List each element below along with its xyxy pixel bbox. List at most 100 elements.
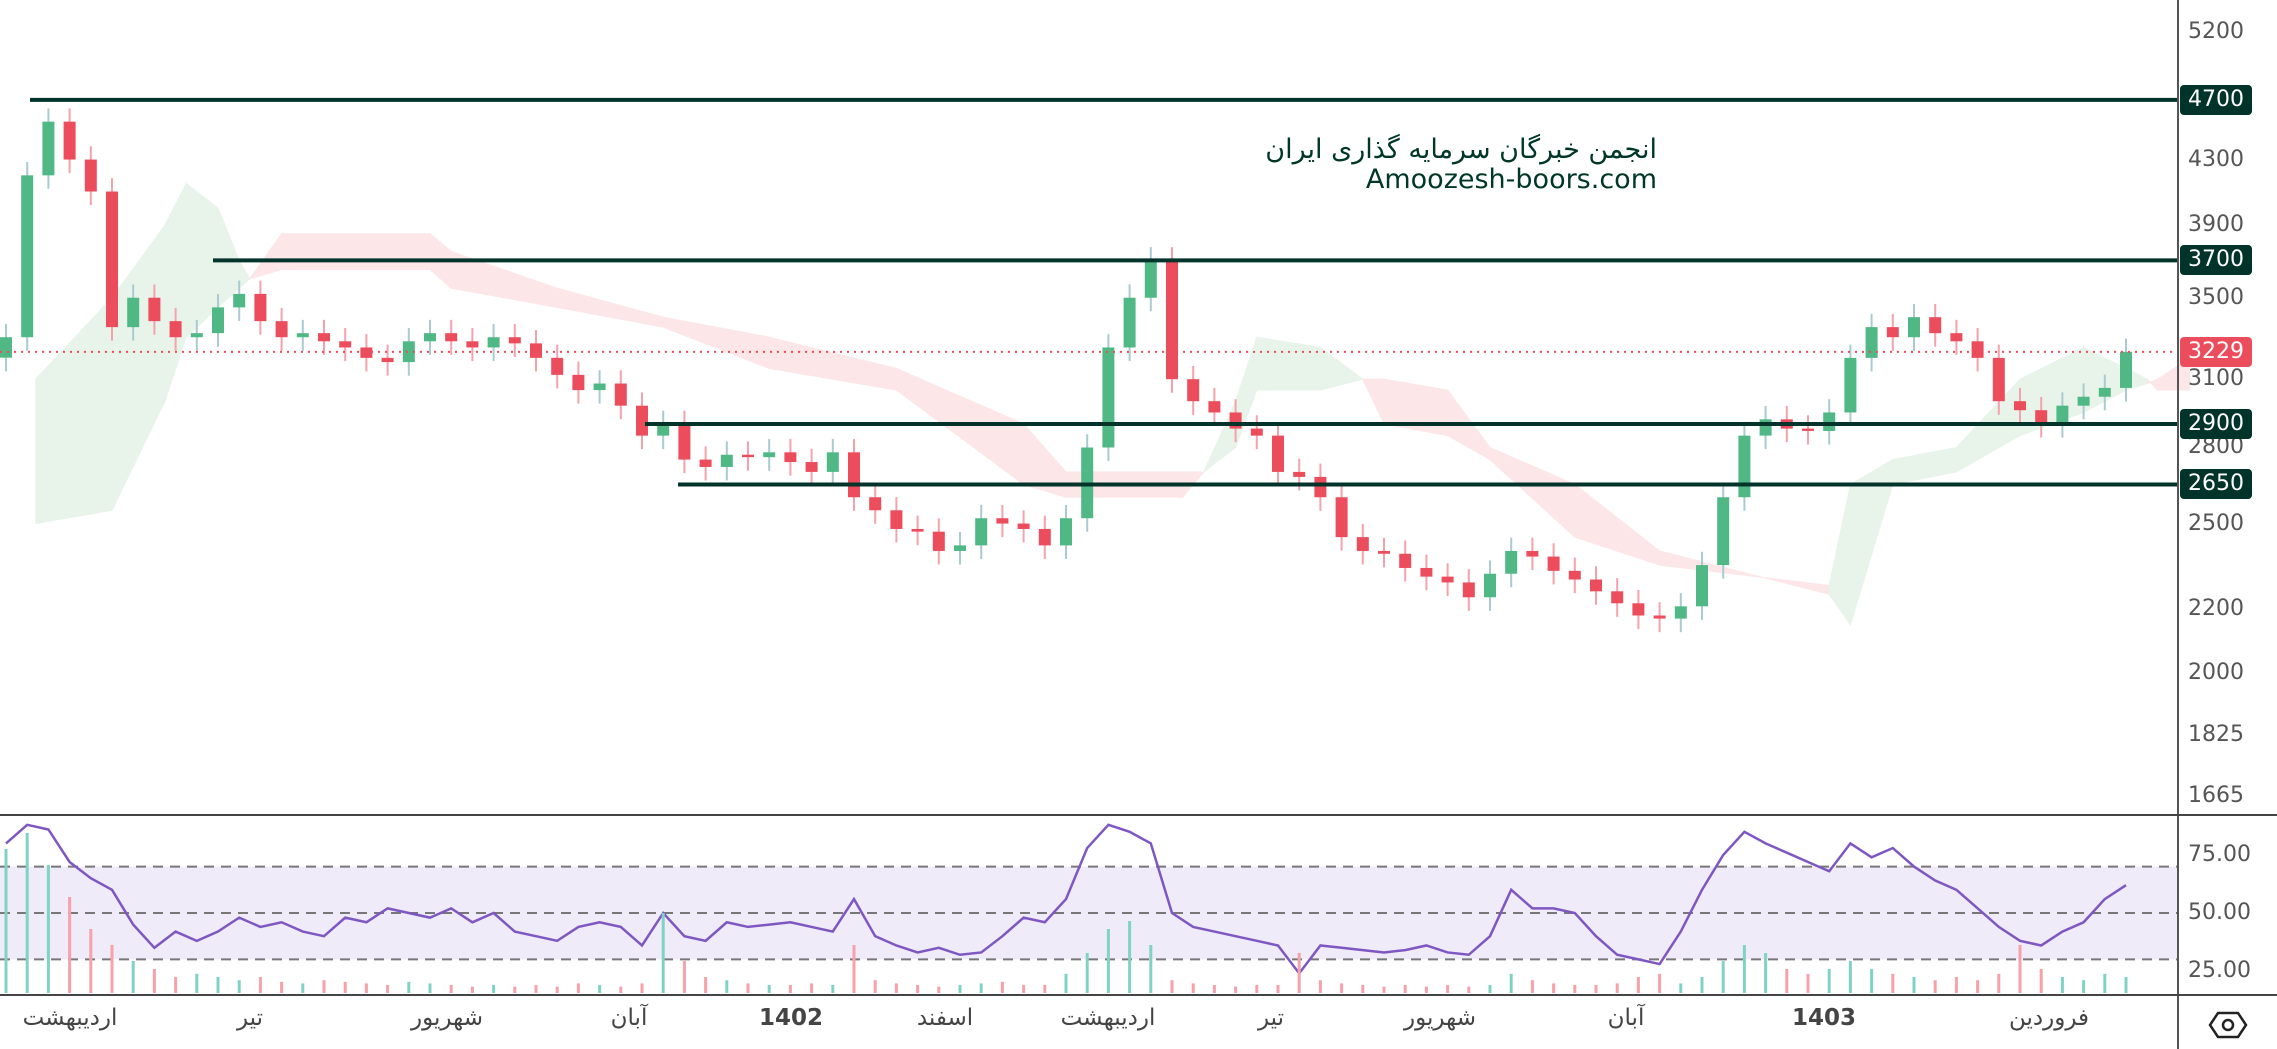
settings-icon[interactable]: [2208, 1008, 2248, 1042]
volume-bar: [1679, 983, 1683, 993]
candle: [466, 341, 479, 348]
cloud-segment: [1828, 484, 1851, 627]
cloud-segment: [248, 232, 283, 280]
candle: [127, 297, 140, 328]
volume-bar: [258, 977, 262, 993]
candle: [720, 454, 733, 467]
volume-bars: [4, 833, 2128, 993]
volume-bar: [152, 969, 156, 993]
volume-bar: [1424, 986, 1428, 993]
rsi-tick: 50.00: [2188, 900, 2251, 925]
candle: [2098, 387, 2111, 397]
candle: [1865, 327, 1878, 358]
volume-bar: [1128, 921, 1132, 993]
candle: [763, 452, 776, 458]
rsi-tick: 75.00: [2188, 842, 2251, 867]
volume-bar: [428, 983, 432, 993]
price-tick: 2500: [2188, 510, 2244, 536]
candle: [742, 454, 754, 458]
volume-bar: [640, 983, 644, 993]
volume-bar: [89, 929, 93, 993]
volume-bar: [1785, 969, 1789, 993]
price-tick: 2200: [2188, 596, 2244, 622]
candle: [657, 423, 670, 436]
candle: [593, 383, 606, 391]
volume-bar: [1085, 953, 1089, 993]
volume-bar: [1318, 980, 1322, 993]
candle: [381, 357, 394, 363]
volume-bar: [1742, 945, 1746, 993]
candle: [63, 121, 76, 160]
volume-bar: [195, 973, 199, 993]
volume-bar: [1488, 985, 1492, 993]
candle: [1992, 357, 2005, 402]
volume-bar: [174, 977, 178, 993]
candle: [2056, 405, 2069, 424]
price-tick: 3500: [2188, 284, 2244, 310]
volume-bar: [301, 983, 305, 993]
volume-bar: [788, 985, 792, 993]
candle: [1950, 333, 1963, 342]
volume-bar: [534, 985, 538, 993]
candle: [487, 337, 500, 348]
candle: [1123, 297, 1136, 348]
time-tick: اردیبهشت: [1060, 1005, 1156, 1031]
cloud-segment: [2146, 377, 2159, 392]
candle: [1441, 576, 1454, 583]
candle: [848, 452, 860, 498]
volume-bar: [1997, 973, 2001, 993]
volume-bar: [343, 981, 347, 993]
volume-bar: [1064, 973, 1068, 993]
price-tick: 3900: [2188, 212, 2244, 238]
candle: [1674, 606, 1687, 619]
time-tick: شهریور: [411, 1005, 483, 1031]
candle: [1844, 357, 1857, 413]
volume-bar: [576, 983, 580, 993]
volume-bar: [216, 977, 220, 993]
candle: [1886, 327, 1899, 338]
candle: [508, 337, 521, 344]
level-badge-2900: 2900: [2180, 408, 2252, 439]
volume-bar: [1573, 985, 1577, 993]
candle: [1038, 528, 1051, 546]
candle: [1462, 582, 1475, 598]
volume-bar: [4, 849, 8, 993]
cloud-segment: [35, 296, 113, 525]
cloud-segment: [556, 287, 664, 328]
candle: [954, 545, 966, 551]
candle: [339, 341, 352, 348]
volume-bar: [746, 983, 750, 993]
time-tick: اردیبهشت: [22, 1005, 118, 1031]
volume-bar: [555, 986, 559, 993]
volume-bar: [1636, 977, 1640, 993]
candle: [614, 383, 627, 406]
volume-bar: [1149, 945, 1153, 993]
volume-bar: [725, 980, 729, 993]
cloud-segment: [1383, 378, 1449, 437]
candle: [42, 121, 55, 176]
volume-bar: [1382, 986, 1386, 993]
volume-bar: [513, 986, 517, 993]
time-tick: شهریور: [1404, 1005, 1476, 1031]
candle: [148, 297, 161, 322]
volume-bar: [1870, 969, 1874, 993]
cloud-segment: [1319, 346, 1364, 391]
volume-bar: [1403, 985, 1407, 993]
cloud-segment: [895, 367, 1025, 486]
volume-bar: [1615, 983, 1619, 993]
volume-bar: [492, 985, 496, 993]
volume-bar: [25, 833, 29, 993]
candle: [0, 337, 12, 358]
last-price-badge: 3229: [2180, 336, 2252, 367]
level-badge-2650: 2650: [2180, 469, 2252, 500]
candle: [445, 333, 458, 342]
candle: [212, 307, 224, 334]
volume-bar: [1212, 985, 1216, 993]
candle: [1420, 567, 1433, 577]
volume-bar: [894, 983, 898, 993]
cloud-segment: [768, 336, 897, 391]
candle: [1547, 556, 1560, 571]
price-tick: 4300: [2188, 146, 2244, 172]
candle: [1653, 615, 1666, 619]
